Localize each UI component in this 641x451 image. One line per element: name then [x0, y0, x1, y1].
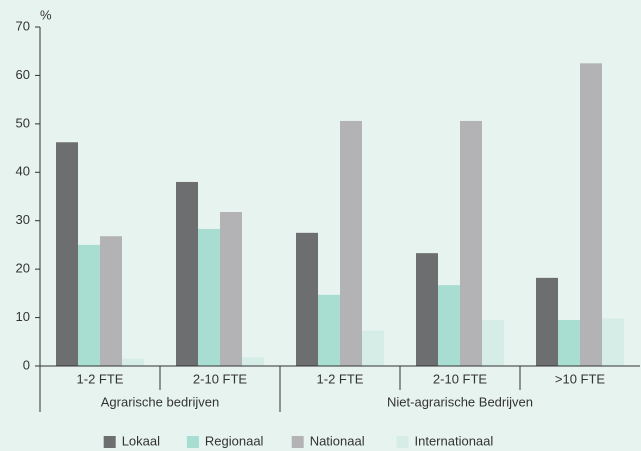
x-tick-label: 2-10 FTE: [433, 371, 488, 386]
y-tick-label: 50: [16, 115, 30, 130]
bar: [602, 318, 624, 366]
bar: [416, 253, 438, 366]
bar: [318, 294, 340, 366]
x-tick-label: 1-2 FTE: [77, 371, 124, 386]
legend-swatch: [186, 436, 199, 448]
legend-swatch: [396, 436, 409, 448]
bar: [198, 228, 220, 366]
x-tick-label: >10 FTE: [555, 371, 606, 386]
y-tick-label: 20: [16, 261, 30, 276]
legend-label: Internationaal: [415, 433, 494, 448]
y-tick-label: 10: [16, 309, 30, 324]
bar: [176, 181, 198, 366]
bar: [536, 277, 558, 366]
legend-label: Nationaal: [310, 433, 365, 448]
bar: [122, 358, 144, 366]
group-label: Agrarische bedrijven: [101, 394, 220, 409]
bar: [460, 120, 482, 366]
x-tick-label: 2-10 FTE: [193, 371, 248, 386]
bar: [340, 120, 362, 366]
bar: [482, 319, 504, 366]
bar: [78, 244, 100, 366]
y-tick-label: 30: [16, 212, 30, 227]
bar: [362, 330, 384, 366]
y-tick-label: 0: [23, 357, 30, 372]
bar: [100, 236, 122, 366]
y-tick-label: 40: [16, 164, 30, 179]
legend-swatch: [103, 436, 116, 448]
legend-label: Lokaal: [122, 433, 160, 448]
group-label: Niet-agrarische Bedrijven: [387, 394, 533, 409]
legend-label: Regionaal: [205, 433, 264, 448]
bar: [438, 285, 460, 366]
y-axis-label: %: [40, 7, 52, 22]
x-tick-label: 1-2 FTE: [317, 371, 364, 386]
bar: [220, 211, 242, 366]
bar: [296, 232, 318, 366]
y-tick-label: 70: [16, 18, 30, 33]
bar: [242, 357, 264, 366]
legend-swatch: [291, 436, 304, 448]
bar: [558, 319, 580, 366]
bar: [580, 63, 602, 366]
bar: [56, 142, 78, 366]
y-tick-label: 60: [16, 67, 30, 82]
